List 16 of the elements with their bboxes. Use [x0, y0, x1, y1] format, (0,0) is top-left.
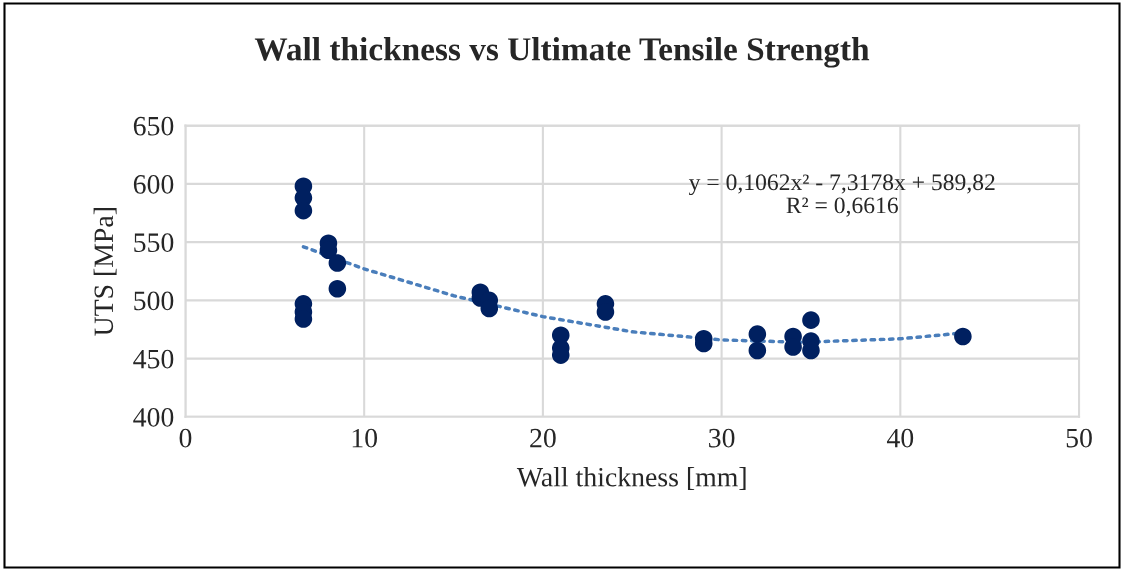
y-tick-label: 500: [134, 291, 174, 311]
x-tick-label: 40: [886, 428, 914, 448]
x-axis-title: Wall thickness [mm]: [516, 467, 746, 491]
y-tick-label: 650: [133, 116, 174, 136]
x-tick-label: 10: [352, 428, 378, 448]
y-axis-title: UTS [MPa]: [93, 208, 117, 336]
y-tick-label: 400: [133, 408, 174, 427]
y-tick-label: 450: [133, 349, 174, 369]
y-tick-label: 550: [134, 233, 174, 253]
x-tick-label: 20: [530, 428, 556, 448]
y-tick-label: 600: [133, 175, 174, 194]
x-tick-label: 50: [1066, 428, 1092, 448]
annotation: y = 0,1062x² - 7,3178x + 589,82 R² = 0,6616: [688, 174, 995, 217]
x-tick-label: 30: [709, 428, 735, 448]
chart-title: Wall thickness vs Ultimate Tensile Strength: [254, 37, 870, 68]
x-tick-label: 0: [179, 428, 192, 448]
